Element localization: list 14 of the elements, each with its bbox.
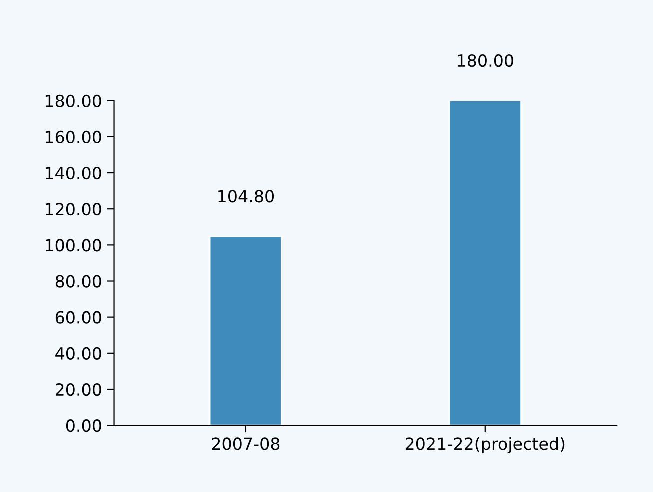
x-tick-label: 2007-08 xyxy=(212,438,280,450)
y-tick-label: 80.00 xyxy=(56,275,102,288)
y-tick-label: 100.00 xyxy=(46,239,102,252)
data-label: 104.80 xyxy=(218,190,274,203)
y-tick-label: 160.00 xyxy=(46,130,102,144)
y-tick-label: 0.00 xyxy=(66,420,102,432)
y-tick-label: 140.00 xyxy=(46,166,102,180)
x-tick-label: 2021-22(projected) xyxy=(406,437,565,454)
y-tick-label: 20.00 xyxy=(56,383,102,396)
y-tick-label: 40.00 xyxy=(56,347,102,360)
y-tick-label: 120.00 xyxy=(46,203,102,216)
y-tick-label: 60.00 xyxy=(56,311,102,324)
y-tick-label: 180.00 xyxy=(46,94,102,108)
data-label: 180.00 xyxy=(458,54,514,68)
